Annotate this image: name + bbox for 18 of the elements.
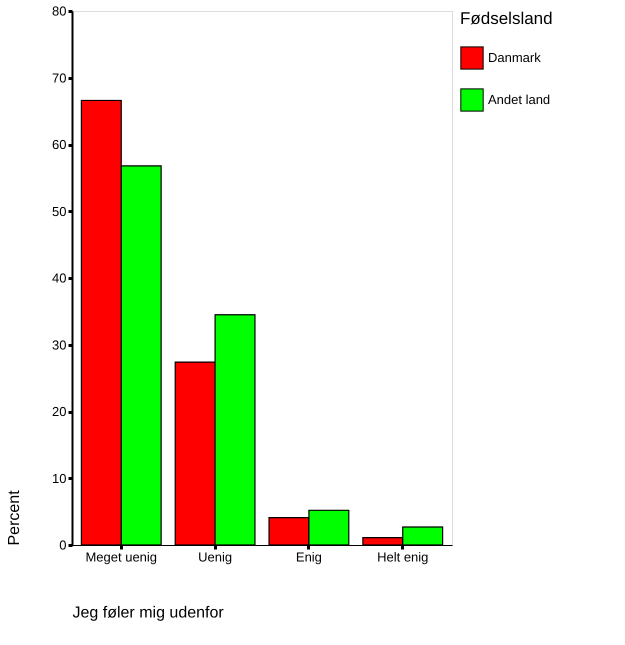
y-tick-label: 30	[52, 337, 66, 352]
legend-label: Andet land	[488, 92, 550, 107]
x-tick-label: Enig	[296, 550, 322, 564]
y-tick-label: 60	[52, 137, 66, 152]
y-tick-label: 10	[52, 470, 66, 486]
legend-label: Danmark	[488, 50, 542, 65]
y-tick-label: 50	[52, 204, 66, 219]
x-tick-label: Helt enig	[377, 550, 428, 564]
y-tick-label: 40	[52, 270, 66, 286]
y-tick-label: 0	[59, 538, 66, 552]
x-tick-label: Uenig	[198, 550, 232, 564]
y-tick-label: 80	[52, 4, 66, 18]
x-axis-title: Jeg føler mig udenfor	[72, 604, 224, 622]
y-axis-title: Percent	[6, 490, 24, 546]
x-tick-label: Meget uenig	[85, 550, 158, 564]
legend-title: Fødselsland	[460, 9, 553, 28]
y-tick-label: 20	[52, 404, 66, 419]
y-tick-label: 70	[52, 70, 66, 86]
